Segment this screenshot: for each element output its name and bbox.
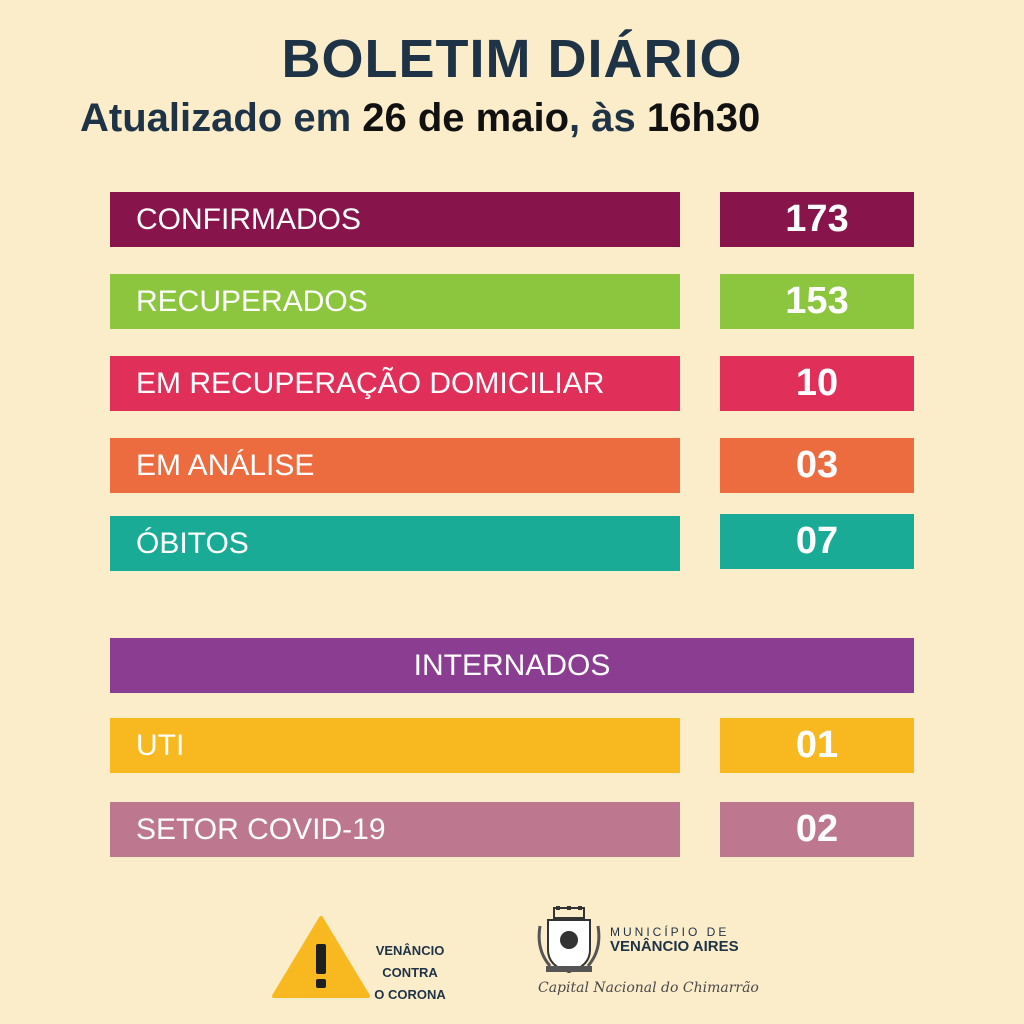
home-recovery-value: 10 [720,356,914,411]
update-line: Atualizado em 26 de maio, às 16h30 [80,96,760,141]
warning-triangle-icon [272,916,370,998]
municipality-label: MUNICÍPIO DE [610,925,730,939]
municipality-name: VENÂNCIO AIRES [610,938,739,955]
update-time: 16h30 [646,96,761,140]
covid-ward-value: 02 [720,802,914,857]
recovered-value: 153 [720,274,914,329]
recovered-label: RECUPERADOS [110,274,680,329]
campaign-text: VENÂNCIO CONTRA O CORONA [354,940,466,1006]
icu-value: 01 [720,718,914,773]
update-date: 26 de maio [362,96,570,140]
icu-label: UTI [110,718,680,773]
under-analysis-label: EM ANÁLISE [110,438,680,493]
deaths-value: 07 [720,514,914,569]
confirmed-label: CONFIRMADOS [110,192,680,247]
under-analysis-value: 03 [720,438,914,493]
campaign-line-1: VENÂNCIO CONTRA [375,943,445,980]
municipal-crest-icon [537,906,601,974]
home-recovery-label: EM RECUPERAÇÃO DOMICILIAR [110,356,680,411]
deaths-label: ÓBITOS [110,516,680,571]
confirmed-value: 173 [720,192,914,247]
hospitalized-header: INTERNADOS [110,638,914,693]
update-mid: , às [569,96,647,140]
municipality-slogan: Capital Nacional do Chimarrão [538,980,759,996]
page-title: BOLETIM DIÁRIO [281,29,743,89]
covid-ward-label: SETOR COVID-19 [110,802,680,857]
campaign-line-2: O CORONA [374,987,446,1002]
update-prefix: Atualizado em [80,96,363,140]
